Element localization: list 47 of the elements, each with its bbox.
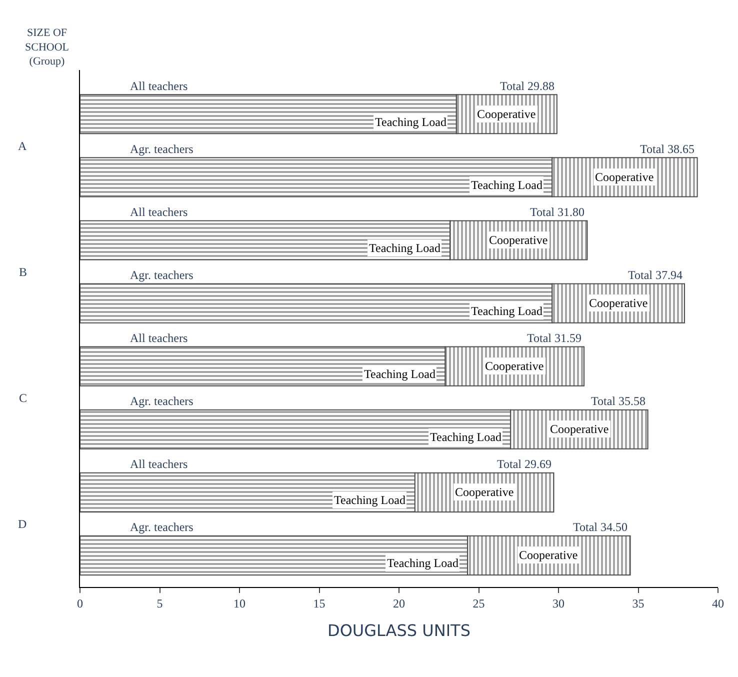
- y-tick-label: Agr. teachers: [130, 520, 194, 534]
- total-label: Total 34.50: [573, 520, 628, 534]
- x-tick-label: 30: [552, 596, 564, 610]
- text: Teaching Load: [369, 241, 440, 255]
- text: Teaching Load: [387, 556, 458, 570]
- y-tick-label: All teachers: [130, 79, 188, 93]
- x-tick-label: 20: [393, 596, 405, 610]
- series-label: Cooperative: [519, 548, 578, 562]
- y-tick-label: Agr. teachers: [130, 268, 194, 282]
- text: Teaching Load: [334, 493, 406, 507]
- x-tick-label: 0: [77, 596, 83, 610]
- text: C: [19, 391, 28, 405]
- y-axis-title: SIZE OF SCHOOL (Group): [25, 27, 70, 68]
- text: Teaching Load: [364, 367, 436, 381]
- y-tick-label: All teachers: [130, 205, 188, 219]
- y-tick-label: All teachers: [130, 331, 188, 345]
- text: A: [18, 139, 27, 153]
- y-tick-label: Agr. teachers: [130, 142, 194, 156]
- total-label: Total 31.59: [527, 331, 582, 345]
- text: B: [19, 265, 28, 279]
- text: Cooperative: [589, 296, 648, 310]
- total-label: Total 29.69: [497, 457, 552, 471]
- x-tick-label: 15: [313, 596, 326, 610]
- x-tick-label: 40: [712, 596, 724, 610]
- text: Cooperative: [477, 107, 536, 121]
- x-tick-label: 35: [632, 596, 644, 610]
- x-tick-label: 5: [156, 596, 163, 610]
- y-tick-label: All teachers: [130, 457, 188, 471]
- series-label: Teaching Load: [375, 115, 446, 129]
- total-label: Total 35.58: [591, 394, 646, 408]
- text: Cooperative: [550, 422, 609, 436]
- total-label: Total 37.94: [628, 268, 682, 282]
- text: D: [18, 517, 27, 531]
- text: Teaching Load: [471, 304, 542, 318]
- text: Cooperative: [485, 359, 544, 373]
- x-axis-title: DOUGLASS UNITS: [328, 621, 470, 640]
- text: Cooperative: [595, 170, 654, 184]
- text: Teaching Load: [471, 178, 542, 192]
- y-tick-label: Agr. teachers: [130, 394, 194, 408]
- total-label: Total 31.80: [530, 205, 584, 219]
- total-label: Total 38.65: [640, 142, 694, 156]
- x-tick-label: 10: [234, 596, 246, 610]
- text: Cooperative: [489, 233, 548, 247]
- text: Cooperative: [455, 485, 514, 499]
- x-tick-label: 25: [472, 596, 485, 610]
- total-label: Total 29.88: [500, 79, 554, 93]
- text: Teaching Load: [430, 430, 502, 444]
